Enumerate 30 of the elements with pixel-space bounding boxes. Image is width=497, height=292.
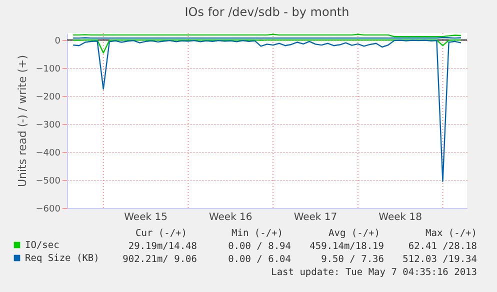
text: 902.21m/ 9.06 (122, 254, 198, 265)
text: 62.41 /28.18 (408, 241, 478, 252)
legend-label: Req Size (KB) (25, 253, 100, 264)
y-tick-label: −500 (36, 176, 61, 186)
y-tick-label: 0 (54, 36, 61, 46)
text: Cur (-/+) (136, 228, 187, 239)
y-tick-label: −400 (36, 148, 61, 158)
text: 512.03 /19.34 (402, 254, 478, 265)
text: 459.14m/18.19 (310, 241, 384, 252)
x-tick-label: Week 18 (378, 212, 422, 223)
text: Min (-/+) (232, 228, 283, 239)
text: 0.00 / 8.94 (228, 241, 292, 252)
x-tick-label: Week 15 (124, 212, 168, 223)
y-tick-label: −300 (36, 120, 61, 130)
text: 9.50 / 7.36 (321, 254, 384, 265)
y-axis-title: Units read (-) / write (+) (16, 54, 29, 188)
text: 29.19m/14.48 (128, 241, 198, 252)
legend-label: IO/sec (25, 240, 60, 251)
line-series (72, 39, 462, 54)
text: Max (-/+) (426, 228, 477, 239)
x-tick-label: Week 17 (294, 212, 338, 223)
y-tick-label: −200 (36, 92, 61, 102)
text: Avg (-/+) (328, 228, 380, 239)
x-tick-label: Week 16 (208, 212, 252, 223)
text: Last update: Tue May 7 04:35:16 2013 (271, 267, 477, 278)
line-series (72, 40, 462, 182)
y-tick-label: −600 (36, 204, 61, 214)
y-tick-label: −100 (36, 64, 61, 74)
text: 0.00 / 6.04 (228, 254, 292, 265)
chart-title: IOs for /dev/sdb - by month (184, 5, 350, 19)
